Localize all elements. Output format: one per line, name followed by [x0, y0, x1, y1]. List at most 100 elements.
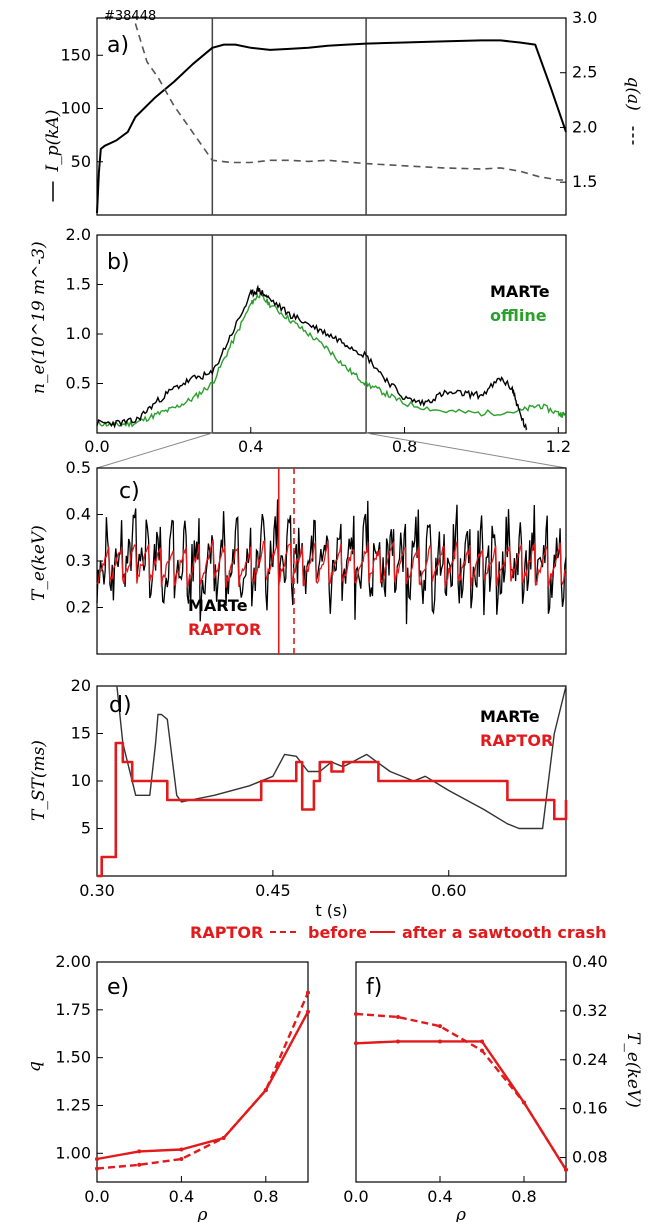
ytick-label: 10 [71, 771, 91, 790]
ylabel-text: T_e(keV) [29, 525, 49, 601]
ylabel-text: T_ST(ms) [29, 740, 49, 821]
point-dashed [137, 1162, 142, 1167]
legend-offline: offline [490, 306, 547, 325]
panel-label: e) [107, 975, 129, 1000]
ytick-label: 0.5 [66, 374, 91, 393]
point-dashed [480, 1048, 484, 1053]
ytick-left-label: 50 [71, 152, 91, 171]
ylabel: T_e(keV) [623, 1032, 643, 1108]
ylabel-text: q [25, 1061, 45, 1072]
xtick-label: 0.4 [238, 437, 263, 456]
ytick-label: 0.24 [572, 1050, 608, 1069]
ytick-label: 5 [81, 819, 91, 838]
xtick-label: 0.8 [392, 437, 417, 456]
panel-label: b) [107, 250, 130, 275]
caption-raptor: RAPTOR [190, 923, 263, 942]
point-dashed [221, 1136, 226, 1140]
ytick-left-label: 100 [60, 99, 91, 118]
ytick-label: 0.3 [66, 551, 91, 570]
series-qa [134, 23, 566, 181]
series-solid [355, 1040, 568, 1171]
ytick-label: 20 [71, 676, 91, 695]
ytick-label: 1.00 [55, 1143, 91, 1162]
series-marte [116, 685, 567, 830]
ytick-label: 15 [71, 724, 91, 743]
ylabel-text: n_e(10^19 m^-3) [29, 241, 49, 394]
series-solid [96, 1011, 310, 1161]
ylabel: T_e(keV) [29, 525, 49, 601]
ytick-label: 1.25 [55, 1095, 91, 1114]
panel-label: a) [107, 33, 129, 58]
ytick-label: 0.32 [572, 1001, 608, 1020]
xlabel: ρ [197, 1205, 208, 1222]
point-dashed [95, 1166, 99, 1171]
panel-label: f) [366, 975, 382, 1000]
xtick-label: 0.60 [431, 881, 467, 900]
point-solid [306, 1009, 310, 1014]
ytick-right-label: 2.0 [572, 117, 597, 136]
point-solid [137, 1149, 142, 1154]
point-dashed [564, 1167, 568, 1172]
panel-b: 0.5 1.0 1.5 2.0 0.0 0.4 0.8 1.2 b) MARTe offline n_… [29, 225, 571, 456]
xtick-label: 0.0 [84, 1187, 109, 1206]
ytick-right-label: 3.0 [572, 8, 597, 27]
point-dashed [522, 1100, 526, 1105]
ylabel: T_ST(ms) [29, 740, 49, 821]
zoom-line-left [96, 432, 213, 469]
ylabel-right-text: q(a) [623, 77, 643, 111]
xtick-label: 1.2 [546, 437, 571, 456]
ylabel: n_e(10^19 m^-3) [29, 241, 49, 394]
xlabel: ρ [455, 1205, 466, 1222]
point-solid [354, 1041, 358, 1046]
point-dashed [438, 1024, 442, 1029]
point-dashed [263, 1088, 268, 1093]
caption-before: before [308, 923, 367, 942]
zoom-line-right [366, 432, 567, 469]
ytick-label: 1.0 [66, 324, 91, 343]
xtick-label: 0.0 [343, 1187, 368, 1206]
ytick-label: 2.0 [66, 225, 91, 244]
panel-label: c) [119, 479, 140, 504]
xtick-label: 0.8 [511, 1187, 536, 1206]
caption-after: after a sawtooth crash [402, 923, 607, 942]
ytick-label: 0.16 [572, 1099, 608, 1118]
point-dashed [354, 1011, 358, 1016]
ytick-right-label: 2.5 [572, 63, 597, 82]
point-dashed [179, 1157, 184, 1162]
xtick-label: 0.0 [84, 437, 109, 456]
point-solid [95, 1157, 99, 1162]
ytick-label: 0.08 [572, 1148, 608, 1167]
ytick-label: 1.75 [55, 1000, 91, 1019]
ytick-right-label: 1.5 [572, 172, 597, 191]
ytick-label: 1.5 [66, 275, 91, 294]
legend-marte: MARTe [490, 282, 550, 301]
xlabel: t (s) [315, 901, 347, 920]
series-dashed [96, 992, 310, 1170]
xtick-label: 0.4 [169, 1187, 194, 1206]
legend-marte: MARTe [480, 707, 540, 726]
point-solid [438, 1039, 442, 1044]
ylabel-right: q(a) [623, 77, 643, 147]
ytick-label: 0.40 [572, 952, 608, 971]
ytick-label: 2.00 [55, 952, 91, 971]
ytick-label: 0.5 [66, 458, 91, 477]
point-solid [396, 1039, 400, 1044]
legend-marte: MARTe [188, 596, 248, 615]
plot-frame [96, 961, 309, 1183]
point-dashed [396, 1015, 400, 1019]
panel-a: 50 100 150 1.5 2.0 2.5 3.0 a) I_p(kA) q(a) [43, 8, 643, 216]
ytick-left-label: 150 [60, 45, 91, 64]
zoom-connector-lines [96, 432, 567, 469]
ytick-label: 0.4 [66, 505, 91, 524]
point-dashed [306, 990, 310, 995]
series-marte [96, 284, 528, 431]
ytick-label: 0.2 [66, 598, 91, 617]
ylabel-left-text: I_p(kA) [43, 110, 63, 173]
ylabel-text: T_e(keV) [623, 1032, 643, 1108]
panel-e: 1.00 1.25 1.50 1.75 2.00 0.0 0.4 0.8 e) ρ q [25, 952, 310, 1222]
xtick-label: 0.8 [253, 1187, 278, 1206]
series-raptor [96, 539, 567, 589]
plot-frame [355, 961, 567, 1183]
shot-label: #38448 [104, 9, 156, 24]
